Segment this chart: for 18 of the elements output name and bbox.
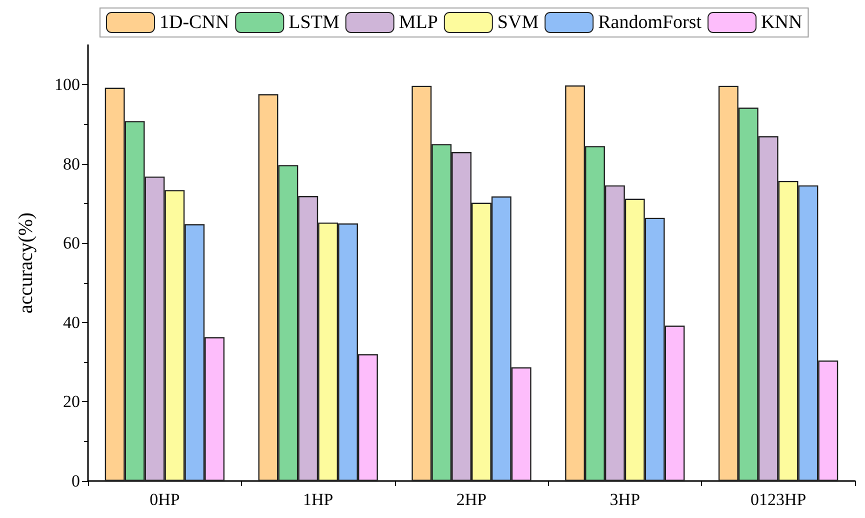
x-tick-label: 0HP bbox=[150, 490, 180, 509]
y-tick-label: 40 bbox=[63, 312, 80, 332]
x-tick-label: 0123HP bbox=[750, 490, 806, 509]
legend-label: RandomForst bbox=[598, 12, 702, 33]
y-axis-title: accuracy(%) bbox=[15, 212, 37, 314]
x-tick-label: 3HP bbox=[610, 490, 640, 509]
y-tick-label: 100 bbox=[54, 75, 80, 94]
y-tick-label: 0 bbox=[72, 472, 80, 490]
legend-label: 1D-CNN bbox=[160, 12, 230, 33]
x-tick-label: 1HP bbox=[302, 490, 334, 509]
y-tick-label: 80 bbox=[63, 154, 80, 174]
legend-label: KNN bbox=[761, 12, 802, 33]
x-tick-label: 2HP bbox=[456, 490, 487, 509]
legend-label: SVM bbox=[497, 12, 539, 33]
legend-label: LSTM bbox=[288, 12, 340, 33]
y-tick-label: 60 bbox=[63, 234, 80, 253]
legend-label: MLP bbox=[398, 12, 438, 33]
y-tick-label: 20 bbox=[63, 392, 80, 412]
